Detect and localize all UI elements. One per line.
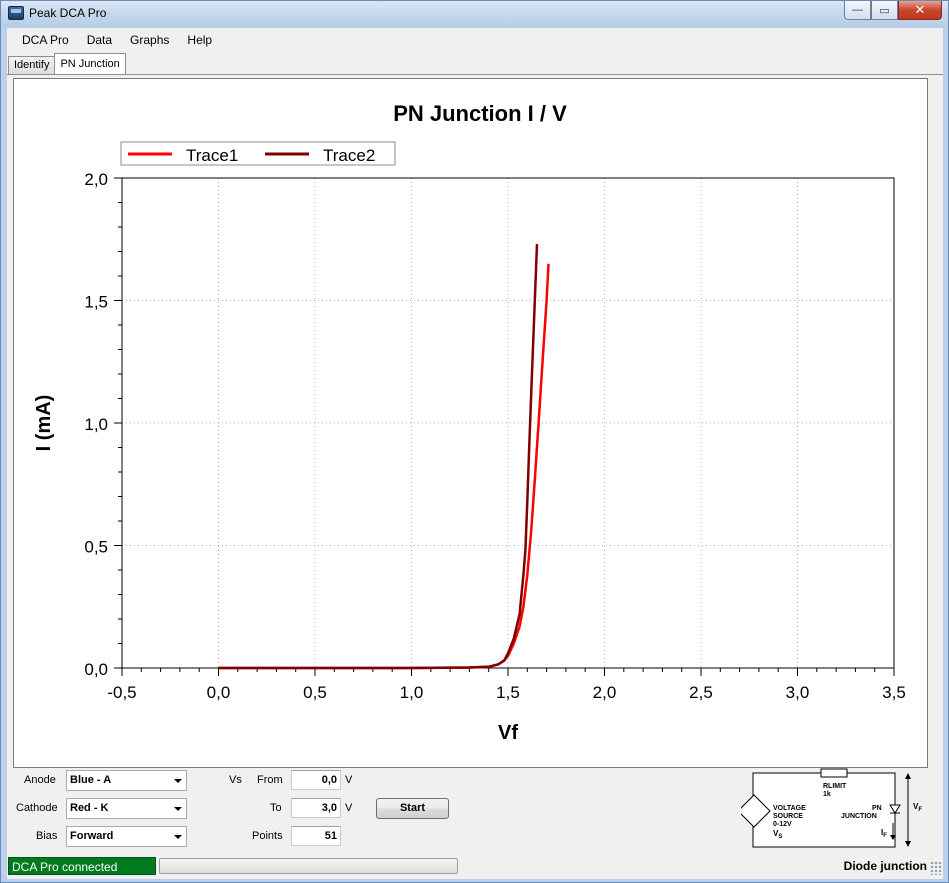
resistor-icon (820, 768, 848, 778)
y-tick-label: 2,0 (84, 170, 108, 189)
app-icon (8, 6, 24, 20)
chevron-down-icon (174, 807, 182, 811)
pn-label-2: JUNCTION (841, 813, 877, 820)
maximize-button[interactable]: ▭ (871, 1, 898, 20)
tab-strip: Identify PN Junction (8, 53, 126, 74)
circuit-schematic: RLIMIT 1k VOLTAGE SOURCE 0-12V VS PN JUN… (737, 765, 927, 849)
bias-value: Forward (70, 830, 114, 842)
y-tick-label: 1,5 (84, 293, 108, 312)
to-label: To (270, 802, 282, 814)
source-label-3: 0-12V (773, 821, 792, 828)
window-title: Peak DCA Pro (29, 6, 107, 20)
x-tick-label: 1,0 (400, 683, 424, 702)
voltage-arrow-icon (905, 773, 911, 779)
chevron-down-icon (174, 779, 182, 783)
points-label: Points (252, 830, 283, 842)
to-unit: V (345, 802, 353, 814)
progress-bar (159, 858, 458, 874)
status-bar: DCA Pro connected Diode junction (7, 855, 943, 879)
x-tick-label: 0,0 (207, 683, 231, 702)
points-input[interactable]: 51 (291, 826, 341, 846)
pn-junction-page: PN Junction I / V -0,5 0,0 0,5 1,0 1,5 2,0 2,5… (7, 74, 943, 879)
chart-series (218, 244, 550, 670)
chart-title: PN Junction I / V (393, 101, 567, 126)
anode-value: Blue - A (70, 774, 112, 786)
start-button[interactable]: Start (376, 798, 449, 819)
voltage-source-icon (737, 794, 771, 828)
x-axis-label: Vf (498, 722, 518, 744)
tab-pn-junction[interactable]: PN Junction (54, 53, 126, 74)
menu-data[interactable]: Data (86, 33, 113, 47)
y-tick-labels: 0,0 0,5 1,0 1,5 2,0 (84, 170, 108, 679)
pn-label-1: PN (872, 805, 882, 812)
rlimit-value: 1k (823, 791, 831, 798)
bias-select[interactable]: Forward (66, 826, 187, 847)
minor-ticks (114, 177, 895, 676)
source-label-2: SOURCE (773, 813, 803, 820)
x-tick-label: 2,0 (593, 683, 617, 702)
x-tick-label: 3,5 (882, 683, 906, 702)
to-voltage-input[interactable]: 3,0 (291, 798, 341, 818)
menu-help[interactable]: Help (187, 33, 213, 47)
iv-chart: PN Junction I / V -0,5 0,0 0,5 1,0 1,5 2,0 2,5… (13, 78, 928, 768)
cathode-select[interactable]: Red - K (66, 798, 187, 819)
client-area: DCA Pro Data Graphs Help Identify PN Jun… (7, 28, 943, 879)
diode-icon (889, 804, 901, 814)
y-tick-label: 1,0 (84, 415, 108, 434)
anode-select[interactable]: Blue - A (66, 770, 187, 791)
rlimit-label: RLIMIT (823, 783, 847, 790)
x-tick-labels: -0,5 0,0 0,5 1,0 1,5 2,0 2,5 3,0 3,5 (107, 683, 905, 702)
x-tick-label: -0,5 (107, 683, 136, 702)
chart-grid (122, 178, 894, 668)
menu-dca-pro[interactable]: DCA Pro (22, 33, 69, 47)
legend-label-trace1: Trace1 (186, 146, 238, 165)
from-label: From (257, 774, 283, 786)
cathode-value: Red - K (70, 802, 109, 814)
source-label-1: VOLTAGE (773, 805, 806, 812)
tab-identify[interactable]: Identify (8, 56, 56, 74)
y-axis-label: I (mA) (33, 395, 55, 452)
x-tick-label: 0,5 (303, 683, 327, 702)
series-line-trace2 (218, 244, 539, 670)
vs-symbol: VS (773, 829, 782, 840)
minimize-button[interactable]: — (844, 1, 871, 20)
from-unit: V (345, 774, 353, 786)
x-tick-label: 2,5 (689, 683, 713, 702)
series-line-trace1 (218, 263, 550, 670)
close-button[interactable]: ✕ (898, 1, 942, 20)
if-symbol: IF (881, 828, 887, 839)
menu-bar: DCA Pro Data Graphs Help (7, 28, 943, 52)
title-bar[interactable]: Peak DCA Pro — ▭ ✕ (1, 1, 948, 27)
legend-label-trace2: Trace2 (323, 146, 375, 165)
menu-graphs[interactable]: Graphs (130, 33, 170, 47)
bias-label: Bias (36, 830, 58, 842)
anode-label: Anode (24, 774, 56, 786)
vs-label: Vs (229, 774, 242, 786)
x-tick-label: 3,0 (786, 683, 810, 702)
from-voltage-input[interactable]: 0,0 (291, 770, 341, 790)
current-arrow-icon (890, 835, 896, 840)
y-tick-label: 0,0 (84, 660, 108, 679)
connection-status: DCA Pro connected (8, 857, 156, 875)
window-controls: — ▭ ✕ (844, 1, 942, 20)
x-tick-label: 1,5 (496, 683, 520, 702)
mode-status: Diode junction (843, 859, 927, 873)
vf-symbol: VF (913, 802, 922, 813)
cathode-label: Cathode (16, 802, 58, 814)
chevron-down-icon (174, 835, 182, 839)
resize-grip-icon[interactable] (930, 861, 942, 875)
chart-legend: Trace1 Trace2 (120, 141, 396, 166)
y-tick-label: 0,5 (84, 538, 108, 557)
